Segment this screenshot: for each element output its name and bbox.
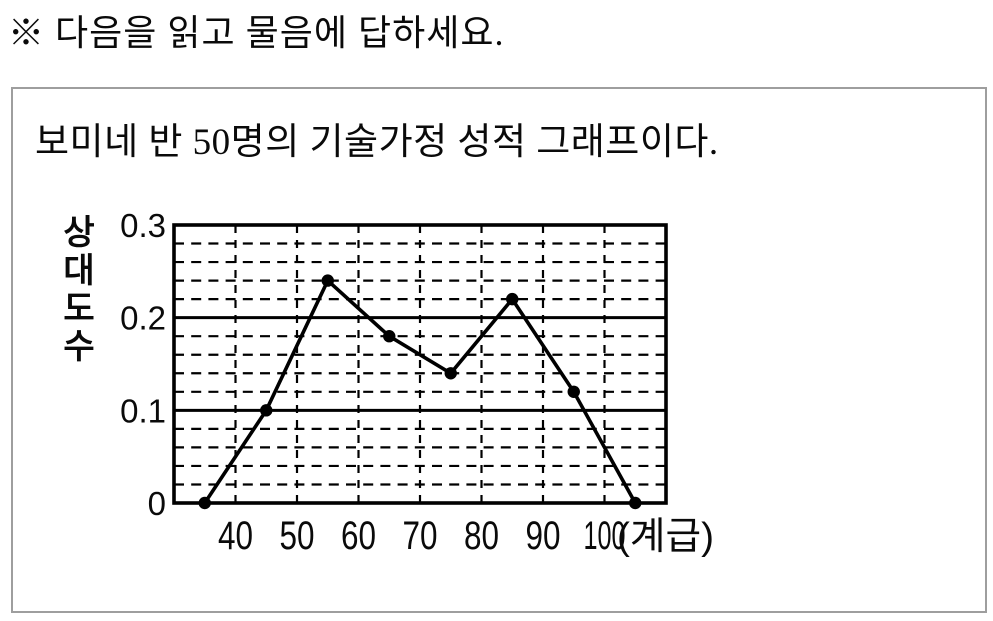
data-point — [198, 496, 211, 510]
frequency-polygon-line — [203, 277, 637, 504]
x-tick-label: 90 — [526, 514, 561, 558]
y-tick-label: 0.1 — [120, 392, 166, 429]
x-tick-label: 40 — [218, 514, 253, 558]
instruction-text: ※ 다음을 읽고 물음에 답하세요. — [8, 13, 505, 53]
x-axis-unit-label: (계급) — [617, 516, 714, 558]
y-axis-title-char: 대 — [63, 252, 94, 290]
data-point — [260, 404, 273, 417]
data-point — [444, 367, 457, 380]
data-point — [321, 274, 334, 287]
y-axis-title-char: 도 — [63, 290, 94, 328]
x-tick-label: 50 — [280, 514, 315, 558]
data-point — [506, 292, 519, 306]
y-tick-label: 0.2 — [120, 300, 166, 337]
data-point — [567, 385, 580, 398]
y-tick-label: 0 — [148, 485, 166, 522]
x-tick-label: 100 — [584, 514, 626, 558]
x-tick-label: 70 — [403, 514, 438, 558]
data-point — [629, 496, 642, 510]
x-tick-label: 80 — [464, 514, 499, 558]
y-axis-title-char: 수 — [63, 328, 94, 366]
x-tick-label: 60 — [341, 514, 376, 558]
y-tick-label: 0.3 — [120, 207, 166, 244]
data-point — [383, 330, 396, 343]
plot-border — [172, 223, 668, 505]
description-text: 보미네 반 50명의 기술가정 성적 그래프이다. — [35, 122, 719, 163]
y-axis-title-char: 상 — [63, 214, 94, 252]
